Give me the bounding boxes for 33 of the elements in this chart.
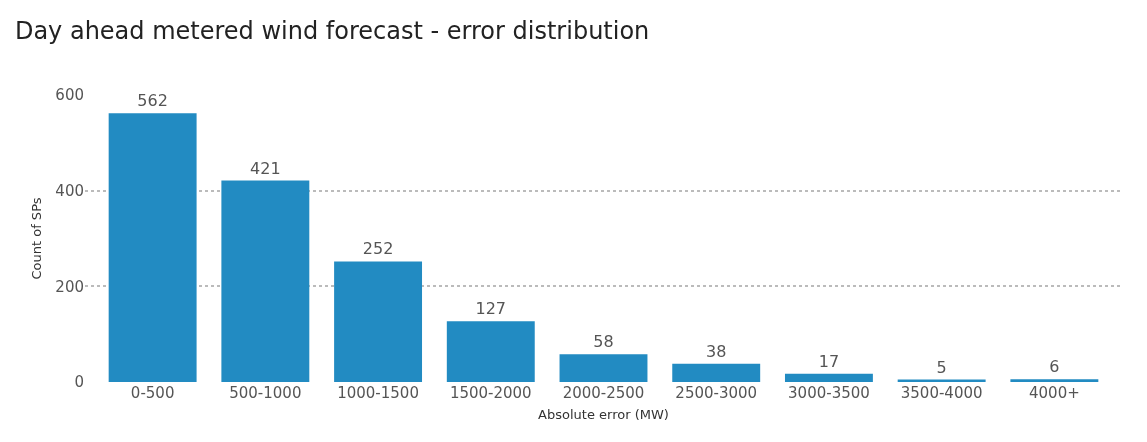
- y-axis-title: Count of SPs: [29, 197, 45, 280]
- x-tick-label: 1500-2000: [449, 384, 532, 402]
- bar: [446, 321, 535, 382]
- y-tick-label: 0: [74, 373, 84, 392]
- bar: [559, 354, 648, 382]
- data-label: 38: [706, 341, 727, 361]
- x-tick-label: 2500-3000: [675, 384, 758, 402]
- y-tick-label: 400: [55, 181, 84, 200]
- x-axis-title: Absolute error (MW): [538, 406, 669, 422]
- bar: [221, 180, 310, 382]
- bar: [672, 363, 761, 382]
- x-tick-label: 500-1000: [229, 384, 302, 402]
- y-tick-label: 200: [55, 277, 84, 296]
- x-tick-label: 4000+: [1028, 384, 1080, 402]
- data-label: 127: [475, 299, 507, 319]
- data-label: 58: [593, 332, 614, 352]
- data-label: 421: [250, 158, 281, 178]
- data-label: 5: [936, 357, 947, 377]
- x-tick-label: 2000-2500: [562, 384, 645, 402]
- bar: [1010, 379, 1099, 382]
- data-label: 6: [1049, 357, 1060, 377]
- x-tick-label: 3500-4000: [900, 384, 983, 402]
- x-tick-label: 3000-3500: [788, 384, 870, 402]
- bar: [784, 373, 873, 382]
- data-label: 252: [362, 239, 394, 259]
- y-tick-label: 600: [55, 86, 84, 105]
- data-label: 562: [137, 91, 168, 111]
- chart-title: Day ahead metered wind forecast - error distribution: [14, 16, 650, 45]
- data-label: 17: [818, 351, 840, 371]
- bar: [108, 113, 197, 382]
- x-tick-label: 0-500: [130, 384, 175, 402]
- bar: [334, 261, 423, 382]
- x-tick-label: 1000-1500: [337, 384, 419, 402]
